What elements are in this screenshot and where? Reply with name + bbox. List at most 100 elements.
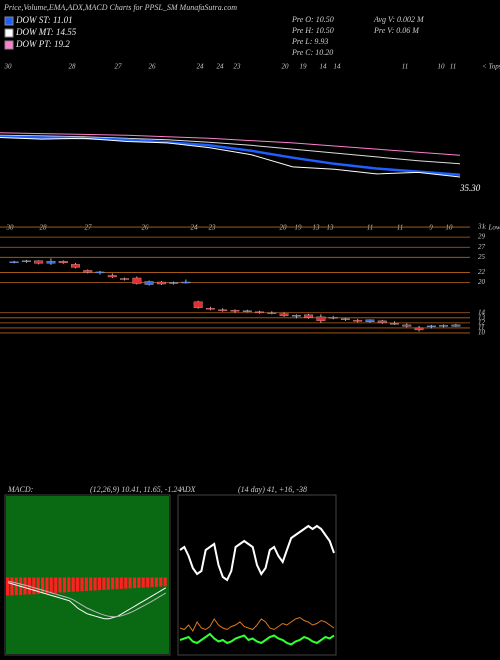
date-label: 28 [40,224,48,232]
candle-body [181,281,191,284]
date-label: 10 [438,63,446,71]
histogram-bar [32,577,36,595]
histogram-bar [54,577,58,593]
histogram-bar [36,577,40,595]
histogram-bar [106,577,110,590]
adx-line [179,524,335,582]
histogram-bar [146,577,150,588]
legend-swatch [4,40,14,50]
candle-body [255,311,264,313]
histogram-bar [49,577,53,593]
candle-body [316,316,326,322]
candle-body [230,310,240,312]
date-label: 19 [295,224,303,232]
panel-title: MACD: [7,485,34,494]
histogram-bar [111,577,115,590]
date-label: 11 [450,63,456,71]
candle-body [132,277,142,284]
candle-body [156,281,166,285]
candle-body [169,282,179,284]
panel-title: ADX [179,485,197,494]
candle-body [58,261,68,264]
histogram-bar [115,577,119,590]
candle-body [451,324,461,327]
date-label: 14 [320,63,328,71]
candle-body [304,314,314,318]
dates-label: < Lows [482,224,500,232]
histogram-bar [14,577,18,596]
date-label: 11 [367,224,373,232]
candle-body [83,270,93,273]
y-tick-label: 11 [478,324,484,332]
histogram-bar [150,577,154,588]
histogram-bar [71,577,75,592]
candle-body [107,275,117,278]
ema-line [0,132,461,156]
candle-body [21,260,31,262]
histogram-bar [6,577,10,596]
macd-line [8,580,167,618]
candle-body [218,309,228,311]
histogram-bar [23,577,27,595]
panel-params: (12,26,9) 10.41, 11.65, -1.24 [90,485,181,494]
histogram-bar [97,577,102,591]
candle-body [120,278,130,280]
histogram-bar [10,577,14,596]
date-label: 11 [402,63,408,71]
legend-label: DOW MT: 14.55 [15,27,77,37]
candle-body [414,327,424,331]
date-label: 28 [69,63,77,71]
candle-body [377,320,387,324]
histogram-bar [141,577,145,588]
candle-body [328,317,338,319]
histogram-bar [119,577,123,589]
histogram-bar [58,577,62,593]
info: Pre H: 10.50 [291,26,334,35]
adx-panel [177,494,337,656]
legend-swatch [4,16,14,26]
histogram-bar [41,577,45,594]
candle-body [390,323,399,325]
date-label: 13 [313,224,321,232]
date-label: 24 [191,224,199,232]
adx-line [179,616,335,632]
info: Pre V: 0.06 M [373,26,420,35]
info: Pre O: 10.50 [291,15,334,24]
date-label: 24 [197,63,205,71]
candle-body [291,315,301,317]
y-tick-label: 29 [478,233,486,241]
candle-body [353,320,363,322]
legend-label: DOW PT: 19.2 [15,39,70,49]
y-tick-label: 14 [478,308,486,316]
chart-title: Price,Volume,EMA,ADX,MACD Charts for PPS… [3,3,237,12]
candle-body [267,312,277,314]
date-label: 20 [282,63,290,71]
candle-body [365,319,375,323]
histogram-bar [154,577,158,587]
candle-body [9,261,19,263]
date-label: 14 [334,63,342,71]
date-label: 11 [397,224,403,232]
candle-body [144,281,154,285]
candle-body [46,261,56,264]
date-label: 26 [142,224,150,232]
info: Avg V: 0.002 M [373,15,425,24]
histogram-bar [45,577,49,594]
y-tick-label: 22 [478,268,486,276]
date-label: 20 [280,224,288,232]
histogram-bar [62,577,66,593]
histogram-bar [159,577,163,587]
histogram-bar [132,577,137,589]
date-label: 27 [85,224,93,232]
date-label: 9 [429,224,433,232]
macd-background [6,496,169,654]
legend-swatch [4,28,14,38]
date-label: 30 [4,63,13,71]
ema-line [0,134,461,165]
candle-body [71,264,80,268]
y-tick-label: 31 [477,223,485,231]
histogram-bar [124,577,128,589]
date-label: 27 [115,63,123,71]
macd-line [8,582,167,620]
